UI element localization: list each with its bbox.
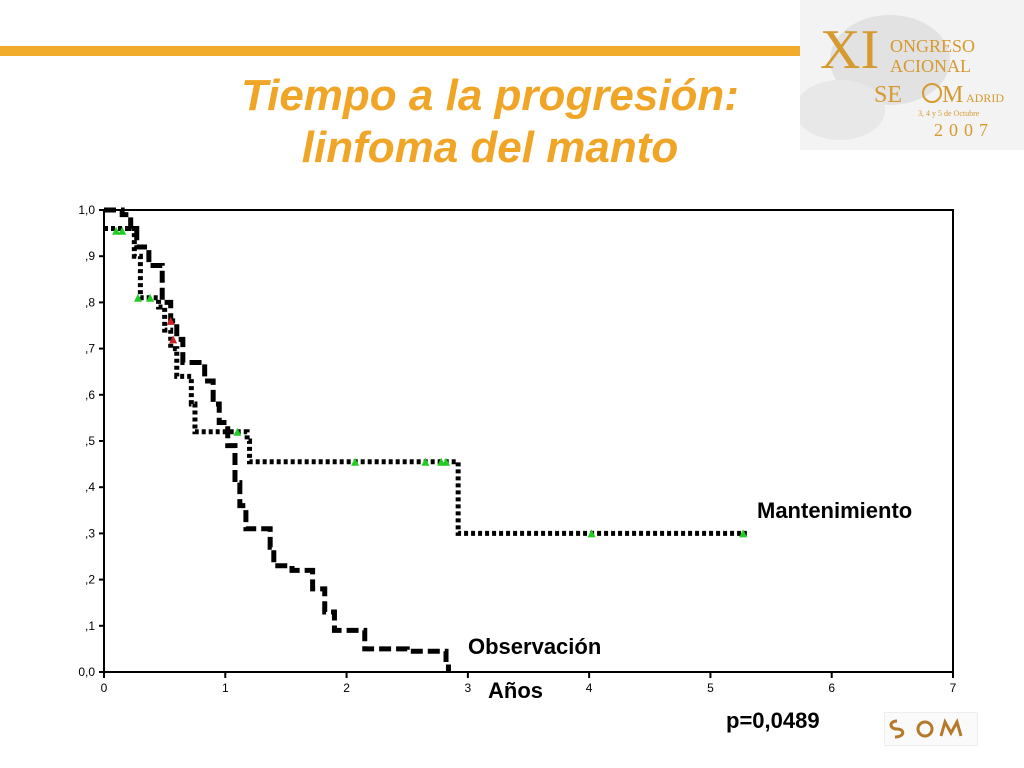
censor-mark <box>133 293 142 302</box>
x-tick-label: 1 <box>222 681 229 695</box>
x-tick-label: 0 <box>101 681 108 695</box>
slide-title-line2: linfoma del manto <box>301 123 679 172</box>
logo-city-text: ADRID <box>966 91 1004 105</box>
censor-mark <box>351 457 360 466</box>
logo-roman-numeral: XI <box>820 19 879 81</box>
seom-mini-logo <box>884 712 978 746</box>
x-tick-label: 7 <box>950 681 957 695</box>
y-tick-label: ,9 <box>85 249 95 263</box>
y-tick-label: ,3 <box>85 526 95 540</box>
censor-mark <box>146 293 155 302</box>
censor-mark <box>442 457 451 466</box>
series-label-mantenimiento: Mantenimiento <box>757 498 913 523</box>
plot-frame <box>103 209 954 673</box>
slide-title: Tiempo a la progresión: linfoma del mant… <box>180 70 800 174</box>
x-tick-label: 6 <box>828 681 835 695</box>
logo-brand-text: SE <box>874 82 902 108</box>
km-line-observacion <box>104 207 451 672</box>
x-tick-label: 2 <box>343 681 350 695</box>
y-tick-label: ,2 <box>85 573 95 587</box>
censor-mark <box>169 335 178 344</box>
x-tick-label: 5 <box>707 681 714 695</box>
censor-mark <box>739 529 748 538</box>
logo-nacional-text: ACIONAL <box>890 56 971 76</box>
p-value: p=0,0489 <box>726 708 820 733</box>
x-axis-label: Años <box>488 678 543 703</box>
y-tick-label: ,1 <box>85 619 95 633</box>
censor-mark <box>112 226 121 235</box>
y-tick-label: ,7 <box>85 342 95 356</box>
censor-mark <box>587 529 596 538</box>
y-tick-label: ,5 <box>85 434 95 448</box>
y-tick-label: 1,0 <box>78 203 95 217</box>
series-label-observacion: Observación <box>468 634 602 659</box>
km-line-mantenimiento <box>104 225 747 536</box>
censor-mark <box>421 457 430 466</box>
x-tick-label: 4 <box>586 681 593 695</box>
y-tick-label: ,4 <box>85 480 95 494</box>
logo-brand-tail: M <box>942 82 963 108</box>
accent-bar <box>0 46 820 56</box>
slide-title-line1: Tiempo a la progresión: <box>241 71 739 120</box>
censor-mark <box>233 427 242 436</box>
logo-dates-text: 3, 4 y 5 de Octubre <box>918 109 980 118</box>
logo-congreso-text: ONGRESO <box>890 36 975 56</box>
censor-mark <box>118 226 127 235</box>
y-tick-label: ,6 <box>85 388 95 402</box>
congress-logo: XI ONGRESO ACIONAL SE M ADRID 3, 4 y 5 d… <box>800 0 1024 150</box>
y-tick-label: 0,0 <box>78 665 95 679</box>
logo-year-text: 2007 <box>934 120 994 140</box>
y-tick-label: ,8 <box>85 295 95 309</box>
x-tick-label: 3 <box>465 681 472 695</box>
km-survival-chart: 0,0 ,1 ,2 ,3 ,4 ,5 ,6 ,7 ,8 ,9 1,0 0 1 2 3 4 5 6 7 <box>78 203 957 695</box>
censor-mark <box>166 316 175 325</box>
logo-wheel-icon <box>922 83 942 103</box>
